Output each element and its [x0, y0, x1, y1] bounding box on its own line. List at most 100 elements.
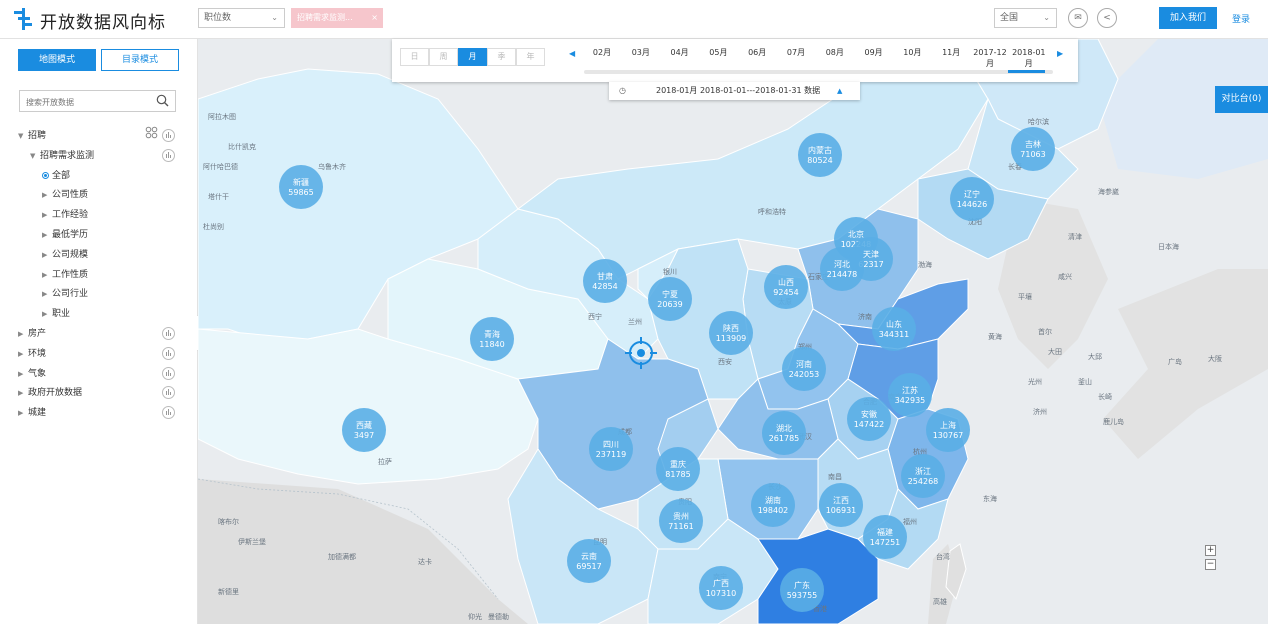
bubble-circle[interactable] [659, 499, 703, 543]
timeline-slider[interactable] [584, 70, 1053, 74]
tree-item[interactable]: ▶ 工作性质 [42, 268, 88, 282]
caret-right-icon[interactable]: ▶ [18, 349, 24, 358]
cluster-icon[interactable] [145, 126, 158, 139]
bubble-circle[interactable] [901, 454, 945, 498]
bubble-circle[interactable] [950, 177, 994, 221]
caret-right-icon[interactable]: ▶ [18, 330, 24, 338]
caret-right-icon[interactable]: ▶ [42, 191, 48, 200]
bubble-circle[interactable] [798, 133, 842, 177]
tree-item[interactable]: ▶ 环境 [18, 347, 46, 361]
caret-right-icon[interactable]: ▶ [42, 270, 48, 279]
tree-item[interactable]: ▼ 招聘 [18, 129, 46, 143]
timeline-month[interactable]: 02月 [592, 48, 612, 57]
granularity-button[interactable]: 年 [516, 48, 545, 66]
tree-item[interactable]: ▶ 城建 [18, 406, 46, 420]
bubble-circle[interactable] [589, 427, 633, 471]
bubble-circle[interactable] [820, 247, 864, 291]
zoom-in-button[interactable]: + [1205, 545, 1216, 556]
timeline-month[interactable]: 06月 [748, 48, 767, 57]
bar-chart-icon[interactable] [162, 366, 175, 380]
granularity-button[interactable]: 日 [400, 48, 429, 66]
bubble-circle[interactable] [583, 259, 627, 303]
timeline-month[interactable]: 10月 [903, 48, 922, 57]
region-select[interactable]: 全国 ⌄ [994, 8, 1057, 28]
caret-right-icon[interactable]: ▶ [18, 409, 24, 418]
bubble-circle[interactable] [782, 347, 826, 391]
tree-item[interactable]: ▶ 工作经验 [42, 208, 88, 222]
bar-chart-icon[interactable] [162, 346, 175, 360]
login-link[interactable]: 登录 [1232, 15, 1251, 25]
caret-right-icon[interactable]: ▶ [42, 231, 48, 239]
bubble-circle[interactable] [279, 165, 323, 209]
tree-item[interactable]: ▶ 政府开放数据 [18, 386, 82, 400]
tree-item[interactable]: ▶ 最低学历 [42, 228, 88, 242]
bubble-circle[interactable] [926, 408, 970, 452]
mail-icon[interactable]: ✉ [1068, 8, 1088, 28]
search-icon[interactable] [156, 94, 169, 107]
zoom-out-button[interactable]: − [1205, 559, 1216, 570]
tree-item[interactable]: ▶ 职业 [42, 307, 70, 321]
search-input[interactable] [24, 92, 148, 112]
granularity-button[interactable]: 月 [458, 48, 487, 66]
caret-down-icon[interactable]: ▼ [30, 151, 36, 160]
bar-chart-icon[interactable] [162, 129, 175, 142]
bubble-circle[interactable] [863, 515, 907, 559]
list-mode-button[interactable]: 目录模式 [101, 49, 179, 71]
tree-item[interactable]: ▶ 房产 [18, 327, 46, 341]
share-icon[interactable]: < [1097, 8, 1117, 28]
bar-chart-icon[interactable] [162, 327, 175, 340]
bubble-circle[interactable] [751, 483, 795, 527]
bar-chart-icon[interactable] [162, 386, 175, 400]
timeline-month[interactable]: 11月 [942, 48, 961, 57]
bubble-circle[interactable] [699, 566, 743, 610]
chevron-up-icon[interactable]: ▲ [837, 87, 843, 95]
location-target-icon[interactable] [625, 337, 657, 369]
bubble-circle[interactable] [709, 311, 753, 355]
granularity-button[interactable]: 季 [487, 48, 516, 66]
caret-right-icon[interactable]: ▶ [42, 310, 48, 319]
timeline-next-icon[interactable]: ▶ [1057, 49, 1064, 58]
bubble-circle[interactable] [648, 277, 692, 321]
timeline-month[interactable]: 2018-01 月 [1012, 48, 1046, 68]
map-mode-button[interactable]: 地图模式 [18, 49, 96, 71]
bubble-circle[interactable] [567, 539, 611, 583]
bubble-circle[interactable] [780, 568, 824, 612]
tree-item[interactable]: ▶ 公司性质 [42, 188, 88, 202]
timeline-month[interactable]: 05月 [709, 48, 728, 57]
bubble-circle[interactable] [847, 397, 891, 441]
timeline-month[interactable]: 08月 [825, 48, 844, 57]
join-us-button[interactable]: 加入我们 [1159, 7, 1217, 29]
bubble-circle[interactable] [342, 408, 386, 452]
date-range-bar[interactable]: ◷ 2018-01月 2018-01-01---2018-01-31 数据 ▲ [609, 82, 860, 100]
timeline-month[interactable]: 2017-12 月 [973, 48, 1007, 68]
timeline-month[interactable]: 04月 [670, 48, 689, 57]
bubble-circle[interactable] [819, 483, 863, 527]
timeline-prev-icon[interactable]: ◀ [569, 49, 576, 58]
timeline-month[interactable]: 09月 [864, 48, 883, 57]
compare-button[interactable]: 对比台(0) [1215, 86, 1268, 113]
bar-chart-icon[interactable] [162, 406, 175, 420]
caret-right-icon[interactable]: ▶ [18, 389, 24, 398]
caret-right-icon[interactable]: ▶ [42, 211, 48, 220]
tree-item[interactable]: ▶ 公司规模 [42, 248, 88, 262]
caret-down-icon[interactable]: ▼ [18, 132, 24, 140]
